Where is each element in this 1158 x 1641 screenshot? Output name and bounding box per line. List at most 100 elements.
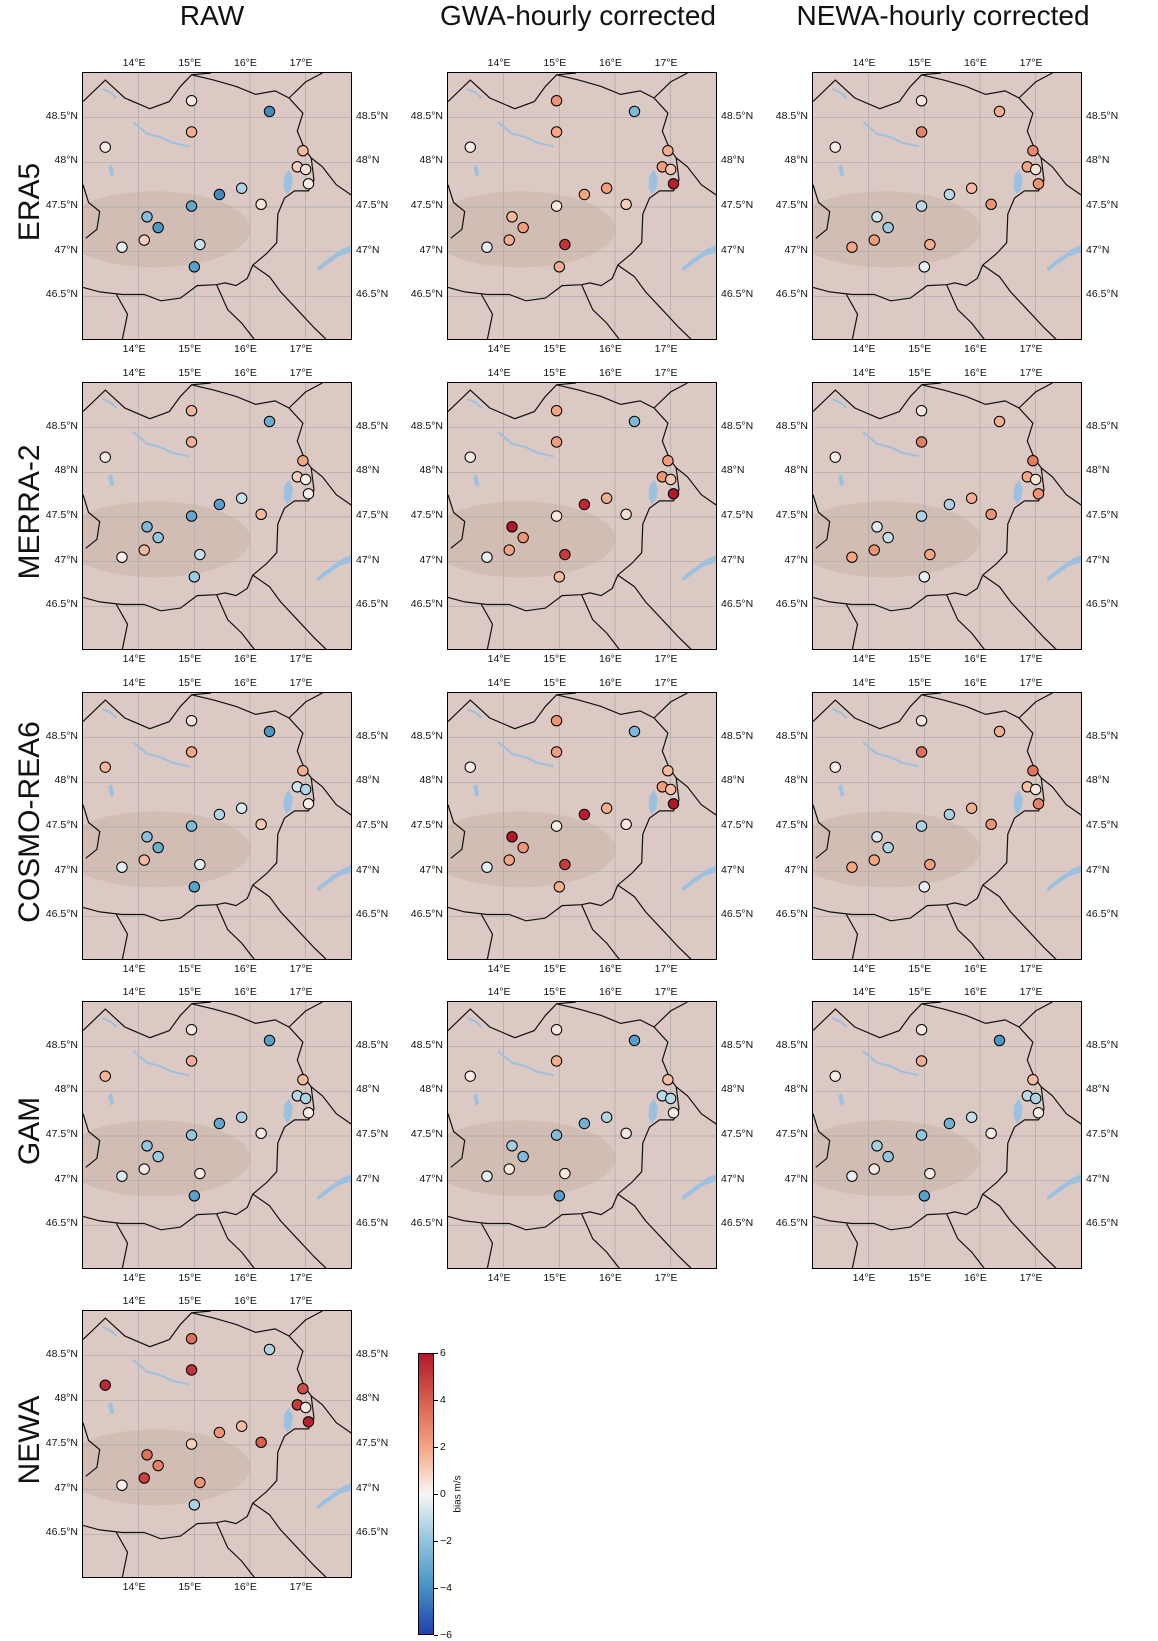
station-marker	[550, 510, 563, 522]
lon-tick-bottom: 15°E	[908, 1272, 932, 1284]
lat-tick-right: 48°N	[721, 1083, 745, 1096]
station-marker	[829, 761, 841, 773]
country-border	[653, 693, 688, 719]
country-border	[288, 693, 323, 719]
lat-tick-right: 47.5°N	[1086, 1128, 1119, 1140]
station-marker	[664, 1092, 677, 1105]
country-border	[288, 73, 323, 99]
lon-tick-top: 15°E	[908, 57, 932, 69]
station-marker	[185, 126, 198, 138]
station-marker	[138, 1472, 150, 1484]
country-border	[1040, 467, 1081, 506]
station-marker	[188, 571, 201, 583]
river	[102, 88, 118, 99]
station-marker	[559, 238, 571, 251]
station-marker	[985, 198, 997, 211]
map-frame	[447, 1001, 717, 1269]
lat-tick-left: 47°N	[419, 553, 443, 566]
station-marker	[263, 725, 276, 738]
lon-tick-bottom: 14°E	[852, 653, 876, 665]
colorbar-tick-label: −4	[440, 1582, 452, 1594]
lake	[1046, 245, 1081, 272]
station-marker	[152, 221, 164, 234]
station-marker	[965, 182, 978, 194]
lat-tick-right: 46.5°N	[356, 1526, 389, 1539]
station-marker	[116, 1170, 128, 1182]
lake	[473, 474, 480, 487]
station-marker	[553, 261, 566, 273]
lat-tick-left: 48°N	[419, 154, 443, 167]
station-marker	[965, 492, 978, 504]
station-marker	[559, 858, 571, 871]
country-border	[115, 1532, 129, 1577]
station-marker	[1027, 455, 1039, 467]
country-border	[845, 1223, 859, 1268]
station-marker	[506, 1140, 518, 1152]
river	[132, 1359, 190, 1386]
river	[132, 1050, 190, 1077]
station-marker	[1029, 163, 1042, 176]
country-border	[982, 884, 1057, 959]
lake	[681, 865, 716, 892]
station-marker	[235, 1111, 248, 1123]
country-border	[448, 1113, 466, 1168]
station-marker	[464, 1070, 476, 1082]
country-border	[675, 1086, 716, 1125]
station-marker	[1032, 1107, 1045, 1119]
lat-tick-left: 47°N	[419, 863, 443, 876]
lat-tick-right: 47°N	[721, 243, 745, 256]
station-marker	[829, 451, 841, 463]
map-canvas	[448, 383, 716, 649]
station-marker	[503, 1163, 515, 1175]
country-border	[252, 1193, 327, 1268]
lat-tick-left: 48°N	[54, 1392, 78, 1405]
lat-tick-left: 48.5°N	[45, 109, 78, 122]
station-marker	[550, 820, 563, 832]
station-marker	[868, 544, 880, 556]
map-frame	[812, 692, 1082, 960]
map-canvas	[83, 383, 351, 649]
river	[497, 431, 555, 458]
station-marker	[882, 221, 894, 234]
country-border	[83, 777, 315, 922]
river	[467, 708, 483, 719]
country-border	[581, 594, 620, 649]
station-marker	[829, 141, 841, 153]
lat-tick-left: 47.5°N	[410, 199, 443, 211]
lat-tick-left: 47°N	[54, 863, 78, 876]
lon-tick-top: 15°E	[178, 1295, 202, 1307]
country-border	[581, 284, 620, 339]
lat-tick-left: 48°N	[54, 464, 78, 477]
river	[862, 1050, 920, 1077]
map-frame	[82, 72, 352, 340]
river	[132, 741, 190, 768]
lon-tick-bottom: 15°E	[543, 653, 567, 665]
station-marker	[550, 1023, 563, 1036]
lon-tick-bottom: 14°E	[852, 343, 876, 355]
station-marker	[213, 498, 226, 511]
lake	[316, 555, 351, 582]
country-border	[982, 574, 1057, 649]
station-marker	[235, 182, 248, 194]
map-canvas	[83, 1002, 351, 1268]
station-marker	[194, 238, 206, 251]
station-marker	[302, 1416, 315, 1428]
lat-tick-right: 47.5°N	[356, 509, 389, 521]
lat-tick-right: 47°N	[356, 1481, 380, 1494]
station-marker	[213, 1117, 226, 1130]
station-marker	[185, 1023, 198, 1036]
colorbar-tick-mark	[434, 1447, 438, 1448]
station-marker	[517, 221, 529, 234]
lat-tick-right: 47°N	[356, 243, 380, 256]
lat-tick-right: 48.5°N	[356, 1038, 389, 1051]
country-border	[921, 694, 1042, 779]
country-border	[946, 1213, 985, 1268]
lat-tick-right: 48°N	[356, 154, 380, 167]
station-marker	[993, 415, 1006, 428]
country-border	[448, 777, 680, 922]
lon-tick-top: 15°E	[178, 367, 202, 379]
country-border	[617, 884, 692, 959]
map-canvas	[813, 1002, 1081, 1268]
lat-tick-left: 47.5°N	[45, 199, 78, 211]
lat-tick-right: 48°N	[721, 774, 745, 787]
